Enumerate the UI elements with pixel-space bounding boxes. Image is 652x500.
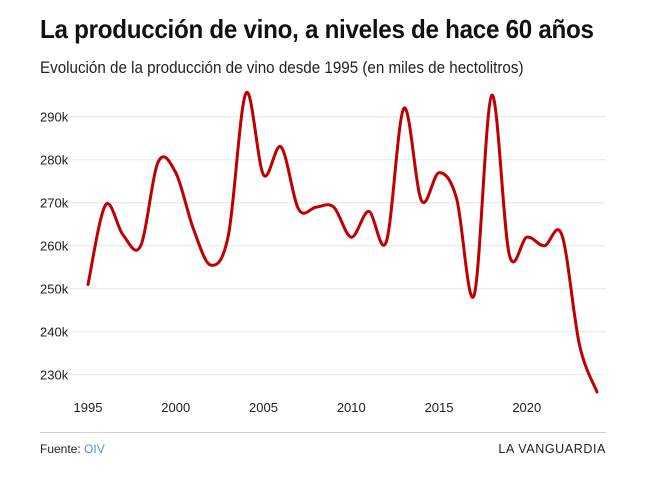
data-point-2003[interactable] <box>225 232 231 238</box>
source-label: Fuente: <box>40 442 81 456</box>
x-tick-label: 2000 <box>161 400 190 415</box>
data-point-2021[interactable] <box>541 243 547 249</box>
y-tick-label: 240k <box>40 324 69 339</box>
y-tick-label: 270k <box>40 195 69 210</box>
data-point-2013[interactable] <box>401 105 407 111</box>
source-note: Fuente: OIV <box>40 442 105 456</box>
data-point-2022[interactable] <box>559 232 565 238</box>
y-tick-label: 260k <box>40 238 69 253</box>
data-point-2000[interactable] <box>173 170 179 176</box>
data-point-2007[interactable] <box>296 206 302 212</box>
data-point-2024[interactable] <box>594 389 600 395</box>
footer-divider <box>40 432 606 433</box>
data-point-1997[interactable] <box>120 232 126 238</box>
data-point-1998[interactable] <box>138 243 144 249</box>
data-point-2005[interactable] <box>261 172 267 178</box>
data-point-2009[interactable] <box>331 204 337 210</box>
data-point-2001[interactable] <box>190 226 196 232</box>
x-tick-label: 2020 <box>512 400 541 415</box>
series-line-wine-production <box>86 91 599 394</box>
chart-subtitle: Evolución de la producción de vino desde… <box>40 59 524 77</box>
data-point-2020[interactable] <box>524 234 530 240</box>
data-point-2014[interactable] <box>418 198 424 204</box>
y-tick-label: 280k <box>40 152 69 167</box>
data-point-2016[interactable] <box>454 196 460 202</box>
data-point-2012[interactable] <box>383 239 389 245</box>
data-point-1995[interactable] <box>85 282 91 288</box>
data-point-2010[interactable] <box>348 234 354 240</box>
data-point-2018[interactable] <box>489 92 495 98</box>
x-tick-label: 2010 <box>337 400 366 415</box>
data-point-2006[interactable] <box>278 144 284 150</box>
chart-title: La producción de vino, a niveles de hace… <box>40 14 594 44</box>
data-point-1999[interactable] <box>155 159 161 165</box>
data-point-2004[interactable] <box>243 90 249 96</box>
data-point-1996[interactable] <box>103 202 109 208</box>
data-point-2008[interactable] <box>313 204 319 210</box>
data-point-2015[interactable] <box>436 170 442 176</box>
x-tick-label: 2015 <box>425 400 454 415</box>
data-point-2023[interactable] <box>576 342 582 348</box>
data-point-2019[interactable] <box>506 251 512 257</box>
data-point-2002[interactable] <box>208 262 214 268</box>
y-tick-label: 290k <box>40 109 69 124</box>
data-point-2011[interactable] <box>366 208 372 214</box>
brand-logo-text: LA VANGUARDIA <box>498 442 606 456</box>
y-tick-label: 230k <box>40 367 69 382</box>
x-tick-label: 2005 <box>249 400 278 415</box>
source-link[interactable]: OIV <box>84 442 105 456</box>
x-tick-label: 1995 <box>74 400 103 415</box>
y-tick-label: 250k <box>40 281 69 296</box>
data-point-2017[interactable] <box>471 292 477 298</box>
